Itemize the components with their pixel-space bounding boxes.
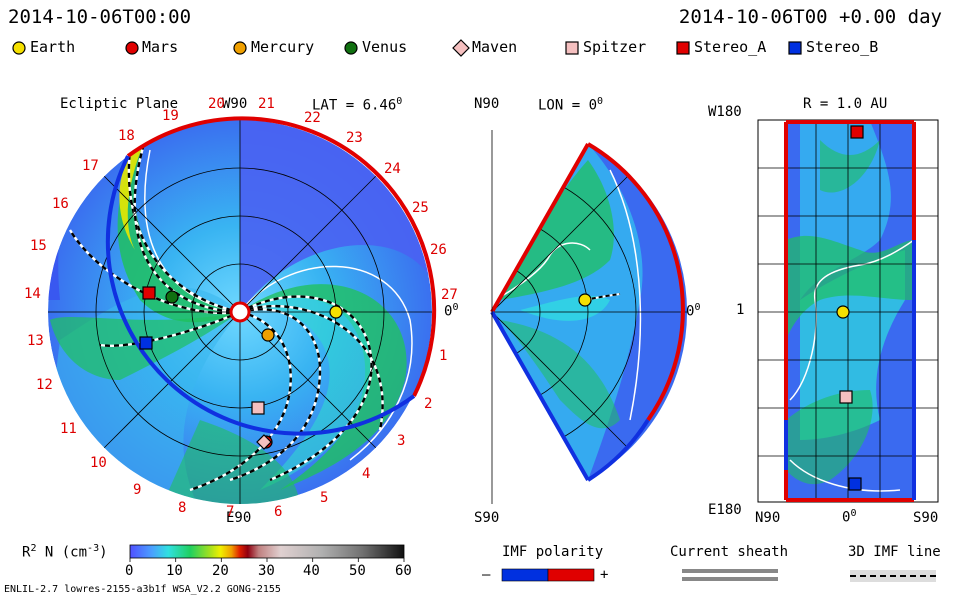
carrington-label: 21 bbox=[258, 96, 275, 112]
carrington-label: 9 bbox=[133, 482, 142, 498]
legend-earth: Earth bbox=[30, 38, 76, 56]
legend-mars: Mars bbox=[142, 38, 179, 56]
legend-stereo-a: Stereo_A bbox=[694, 38, 767, 56]
carrington-label: 8 bbox=[178, 500, 187, 516]
carrington-label: 16 bbox=[52, 196, 69, 212]
colorbar-tick: 30 bbox=[258, 563, 275, 579]
colorbar-tick: 60 bbox=[395, 563, 412, 579]
meridional-right-label: 00 bbox=[686, 302, 701, 320]
colorbar-tick: 0 bbox=[125, 563, 134, 579]
carrington-label: 2 bbox=[424, 396, 433, 412]
stereo-a-legend-icon bbox=[676, 41, 690, 55]
carrington-label: 6 bbox=[274, 504, 283, 520]
current-sheath-swatch bbox=[682, 569, 778, 573]
carrington-label: 22 bbox=[304, 110, 321, 126]
carrington-label: 11 bbox=[60, 421, 77, 437]
mercury-legend-icon bbox=[233, 41, 247, 55]
carrington-label: 5 bbox=[320, 490, 329, 506]
imf-line-title: 3D IMF line bbox=[848, 544, 941, 560]
carrington-label: 10 bbox=[90, 455, 107, 471]
carrington-label: 19 bbox=[162, 108, 179, 124]
legend-maven: Maven bbox=[472, 38, 518, 56]
mercury-marker-ecliptic bbox=[261, 328, 275, 342]
meridional-top-label: N90 bbox=[474, 96, 500, 112]
stereo-a-marker-radial bbox=[850, 125, 864, 139]
stereo-b-marker-ecliptic bbox=[139, 336, 153, 350]
ecliptic-bottom-label: E90 bbox=[226, 510, 252, 526]
colorbar-tick: 50 bbox=[349, 563, 366, 579]
carrington-label: 14 bbox=[24, 286, 41, 302]
stereo-b-legend-icon bbox=[788, 41, 802, 55]
carrington-label: 26 bbox=[430, 242, 447, 258]
carrington-label: 27 bbox=[441, 287, 458, 303]
carrington-label: 13 bbox=[27, 333, 44, 349]
earth-marker-radial bbox=[836, 305, 850, 319]
imf-positive-swatch bbox=[547, 568, 595, 582]
density-colorbar bbox=[129, 544, 405, 559]
timestamp-right: 2014-10-06T00 +0.00 day bbox=[678, 6, 942, 28]
colorbar-tick: 40 bbox=[303, 563, 320, 579]
carrington-label: 24 bbox=[384, 161, 401, 177]
radial-tick-s90: S90 bbox=[913, 510, 939, 526]
meridional-lon-label: LON = 00 bbox=[538, 96, 604, 114]
stereo-a-marker-ecliptic bbox=[142, 286, 156, 300]
imf-minus-label: – bbox=[482, 567, 491, 583]
spitzer-marker-radial bbox=[839, 390, 853, 404]
carrington-label: 15 bbox=[30, 238, 47, 254]
radial-top-left-label: W180 bbox=[708, 104, 742, 120]
spitzer-legend-icon bbox=[565, 41, 579, 55]
carrington-label: 12 bbox=[36, 377, 53, 393]
earth-legend-icon bbox=[12, 41, 26, 55]
carrington-label: 7 bbox=[226, 504, 235, 520]
radial-tick-0: 00 bbox=[842, 508, 857, 526]
ecliptic-title: Ecliptic Plane bbox=[60, 96, 179, 112]
legend-stereo-b: Stereo_B bbox=[806, 38, 879, 56]
colorbar-tick: 10 bbox=[166, 563, 183, 579]
carrington-label: 23 bbox=[346, 130, 363, 146]
colorbar-label: R2 N (cm-3) bbox=[22, 543, 108, 561]
spitzer-marker-ecliptic bbox=[251, 401, 265, 415]
carrington-label: 1 bbox=[439, 348, 448, 364]
ecliptic-top-label: W90 bbox=[222, 96, 248, 112]
carrington-label: 20 bbox=[208, 96, 225, 112]
radial-tick-n90: N90 bbox=[755, 510, 781, 526]
carrington-label: 4 bbox=[362, 466, 371, 482]
carrington-label: 3 bbox=[397, 433, 406, 449]
legend-venus: Venus bbox=[362, 38, 408, 56]
carrington-label: 17 bbox=[82, 158, 99, 174]
meridional-bottom-label: S90 bbox=[474, 510, 500, 526]
venus-legend-icon bbox=[344, 41, 358, 55]
current-sheath-title: Current sheath bbox=[670, 544, 789, 560]
carrington-label: 25 bbox=[412, 200, 429, 216]
carrington-label: 18 bbox=[118, 128, 135, 144]
ecliptic-lat-label: LAT = 6.460 bbox=[312, 96, 403, 114]
legend-mercury: Mercury bbox=[251, 38, 315, 56]
timestamp-left: 2014-10-06T00:00 bbox=[8, 6, 192, 28]
mars-legend-icon bbox=[125, 41, 139, 55]
earth-marker-meridional bbox=[578, 293, 592, 307]
maven-legend-icon bbox=[452, 39, 470, 57]
legend-spitzer: Spitzer bbox=[583, 38, 647, 56]
radial-title: R = 1.0 AU bbox=[803, 96, 888, 112]
earth-marker-ecliptic bbox=[329, 305, 343, 319]
stereo-b-marker-radial bbox=[848, 477, 862, 491]
radial-bottom-left-label: E180 bbox=[708, 502, 742, 518]
imf-plus-label: + bbox=[600, 567, 609, 583]
model-info: ENLIL-2.7 lowres-2155-a3b1f WSA_V2.2 GON… bbox=[4, 584, 281, 595]
imf-negative-swatch bbox=[501, 568, 549, 582]
venus-marker-ecliptic bbox=[165, 290, 179, 304]
radial-mid-left-label: 1 bbox=[736, 302, 745, 318]
colorbar-tick: 20 bbox=[212, 563, 229, 579]
ecliptic-right-label: 00 bbox=[444, 302, 459, 320]
maven-marker-ecliptic bbox=[256, 434, 272, 450]
imf-polarity-title: IMF polarity bbox=[502, 544, 604, 560]
